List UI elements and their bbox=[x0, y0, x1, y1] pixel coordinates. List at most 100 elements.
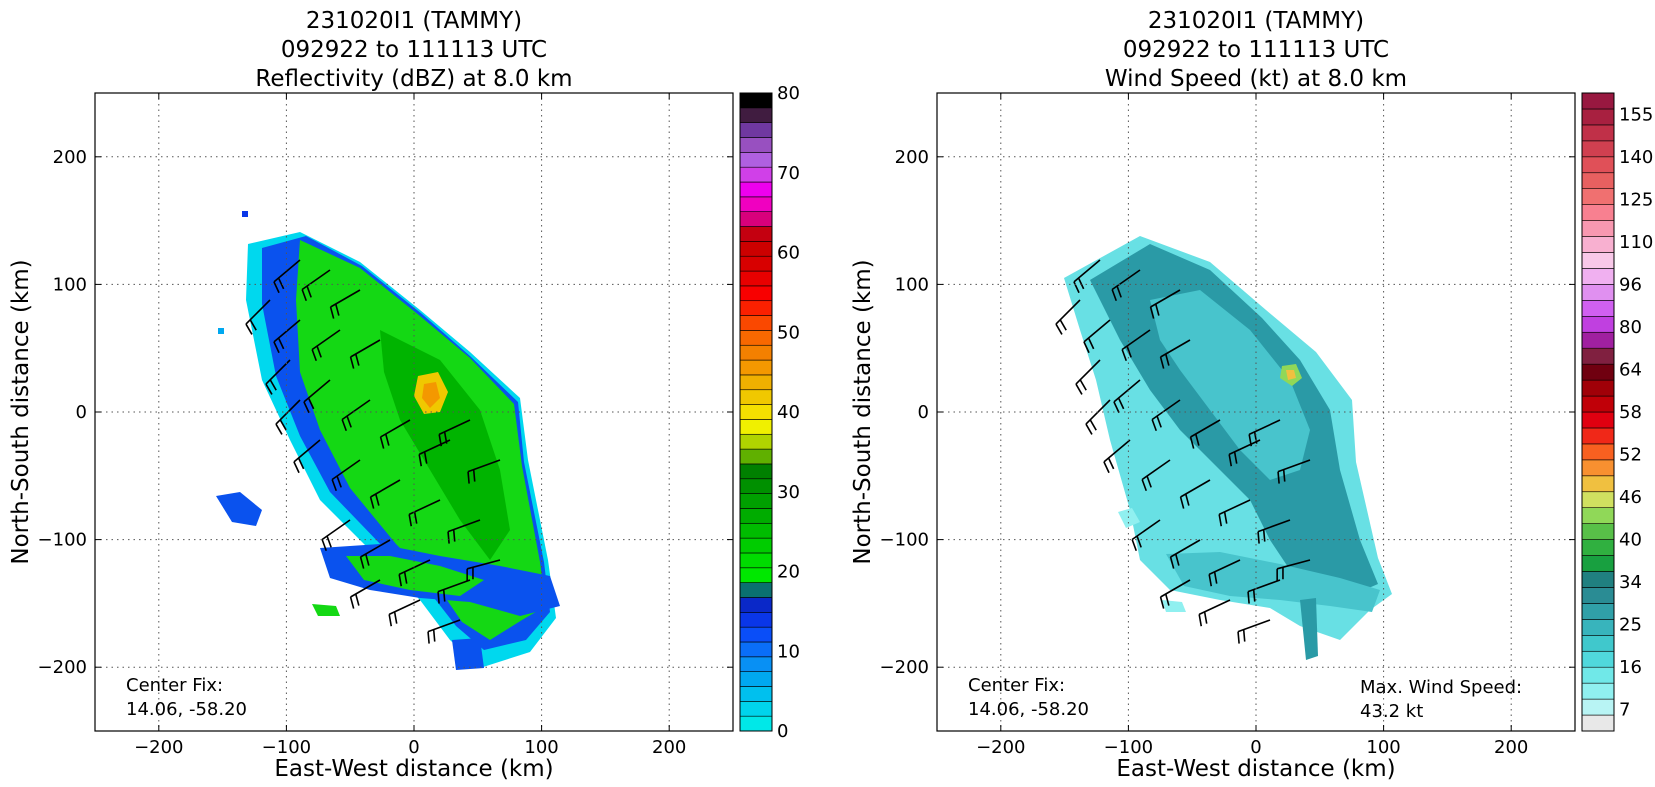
colorbar-tick-label: 0 bbox=[777, 721, 788, 742]
colorbar-swatch bbox=[1581, 698, 1615, 716]
colorbar-swatch bbox=[739, 389, 773, 405]
colorbar-swatch bbox=[1581, 571, 1615, 588]
wind-barb bbox=[273, 259, 301, 294]
colorbar-tick-label: 16 bbox=[1619, 657, 1642, 678]
colorbar-swatch bbox=[1581, 204, 1615, 221]
y-tick-label: 0 bbox=[76, 402, 87, 423]
colorbar-tick-label: 50 bbox=[777, 322, 800, 343]
echo-cell-west bbox=[216, 492, 262, 526]
y-tick-label: 100 bbox=[895, 274, 929, 295]
colorbar-swatch bbox=[1581, 459, 1615, 477]
colorbar-tick-label: 52 bbox=[1619, 445, 1642, 466]
colorbar-swatch bbox=[1581, 650, 1615, 668]
colorbar-swatch bbox=[739, 92, 773, 109]
max-wind-value: 43.2 kt bbox=[1360, 701, 1423, 722]
colorbar-swatch bbox=[1581, 379, 1615, 397]
colorbar-swatch bbox=[1581, 188, 1615, 205]
y-axis-label: North-South distance (km) bbox=[850, 259, 876, 564]
colorbar-tick-label: 96 bbox=[1619, 274, 1642, 295]
wind-barb bbox=[311, 329, 341, 362]
center-fix-value: 14.06, -58.20 bbox=[968, 699, 1089, 720]
colorbar-swatch bbox=[1581, 682, 1615, 700]
colorbar-tick-label: 64 bbox=[1619, 359, 1642, 380]
wind-barbs bbox=[1055, 259, 1311, 644]
colorbar-swatch bbox=[1581, 491, 1615, 508]
wind-barb bbox=[1159, 339, 1191, 369]
colorbar-swatch bbox=[1581, 331, 1615, 349]
x-tick-label: −200 bbox=[134, 737, 183, 758]
wind-barb bbox=[447, 519, 481, 544]
colorbar-swatch bbox=[739, 567, 773, 583]
y-tick-label: 100 bbox=[53, 274, 87, 295]
colorbar-frame bbox=[739, 92, 773, 732]
colorbar-swatch bbox=[1581, 587, 1615, 604]
wind-cell-sw bbox=[1162, 600, 1186, 612]
colorbar-swatch bbox=[1581, 395, 1615, 413]
wind-speed-panel: 231020I1 (TAMMY) 092922 to 111113 UTC Wi… bbox=[850, 8, 1653, 782]
echo-max-orange bbox=[422, 382, 440, 408]
colorbar-swatch bbox=[739, 686, 773, 702]
colorbar-swatch bbox=[739, 463, 773, 480]
colorbar-swatch bbox=[739, 656, 773, 672]
wind-barb bbox=[1208, 559, 1241, 587]
colorbar-swatch bbox=[1581, 315, 1615, 333]
colorbar-swatch bbox=[1581, 156, 1615, 174]
colorbar-tick-label: 7 bbox=[1619, 700, 1630, 721]
colorbar-swatch bbox=[739, 626, 773, 643]
colorbar-swatch bbox=[1581, 619, 1615, 636]
max-wind-label: Max. Wind Speed: bbox=[1360, 677, 1522, 698]
colorbar-tick-label: 125 bbox=[1619, 189, 1653, 210]
echo-dark-green bbox=[380, 330, 510, 560]
colorbar-tick-label: 58 bbox=[1619, 402, 1642, 423]
chart-title-line-3: Reflectivity (dBZ) at 8.0 km bbox=[255, 66, 572, 92]
echo-cell-south bbox=[452, 638, 484, 670]
axis-ticks: −200 −100 0 100 200 −200 −100 0 100 200 bbox=[38, 93, 733, 758]
wind-barb bbox=[265, 359, 291, 395]
wind-barb bbox=[1237, 619, 1271, 644]
colorbar-swatch bbox=[739, 330, 773, 346]
colorbar-swatch bbox=[739, 181, 773, 198]
colorbar-swatch bbox=[739, 537, 773, 554]
wind-barb bbox=[438, 419, 471, 447]
colorbar-swatch bbox=[1581, 443, 1615, 461]
x-tick-label: 100 bbox=[524, 737, 558, 758]
wind-barb bbox=[1257, 519, 1291, 544]
colorbar-swatch bbox=[739, 404, 773, 420]
chart-title-line-3: Wind Speed (kt) at 8.0 km bbox=[1105, 66, 1407, 92]
wind-barb bbox=[1113, 379, 1141, 414]
colorbar-tick-label: 155 bbox=[1619, 104, 1653, 125]
wind-barb bbox=[369, 479, 401, 509]
colorbar-swatch bbox=[739, 715, 773, 732]
colorbar-swatch bbox=[1581, 268, 1615, 285]
wind-barb bbox=[1218, 499, 1251, 527]
echo-cell-sw bbox=[312, 604, 340, 616]
colorbar-tick-label: 40 bbox=[777, 402, 800, 423]
wind-barb bbox=[1111, 269, 1141, 302]
wind-barb bbox=[1198, 599, 1231, 627]
chart-title-line-1: 231020I1 (TAMMY) bbox=[306, 8, 522, 34]
wind-barb bbox=[1228, 439, 1261, 467]
y-axis-label: North-South distance (km) bbox=[8, 259, 34, 564]
colorbar-swatch bbox=[739, 137, 773, 153]
wind-barb bbox=[329, 289, 361, 319]
y-tick-label: −100 bbox=[880, 530, 929, 551]
colorbar-swatch bbox=[739, 107, 773, 123]
chart-title-line-2: 092922 to 111113 UTC bbox=[281, 37, 547, 63]
colorbar-swatch bbox=[1581, 236, 1615, 253]
colorbar-tick-label: 70 bbox=[777, 163, 800, 184]
x-tick-label: 100 bbox=[1366, 737, 1400, 758]
y-tick-label: 0 bbox=[918, 402, 929, 423]
colorbar-swatch bbox=[1581, 284, 1615, 301]
wind-barb bbox=[1121, 329, 1151, 362]
wind-barb bbox=[341, 399, 371, 432]
wind-barb bbox=[321, 519, 351, 552]
wind-barb bbox=[1179, 479, 1211, 509]
wind-barb bbox=[273, 319, 301, 354]
wind-barb bbox=[1169, 539, 1201, 569]
colorbar-swatch bbox=[739, 419, 773, 435]
reflectivity-panel: 231020I1 (TAMMY) 092922 to 111113 UTC Re… bbox=[8, 8, 800, 782]
wind-barb bbox=[293, 439, 321, 474]
colorbar-swatch bbox=[739, 671, 773, 687]
colorbar-swatch bbox=[1581, 252, 1615, 269]
